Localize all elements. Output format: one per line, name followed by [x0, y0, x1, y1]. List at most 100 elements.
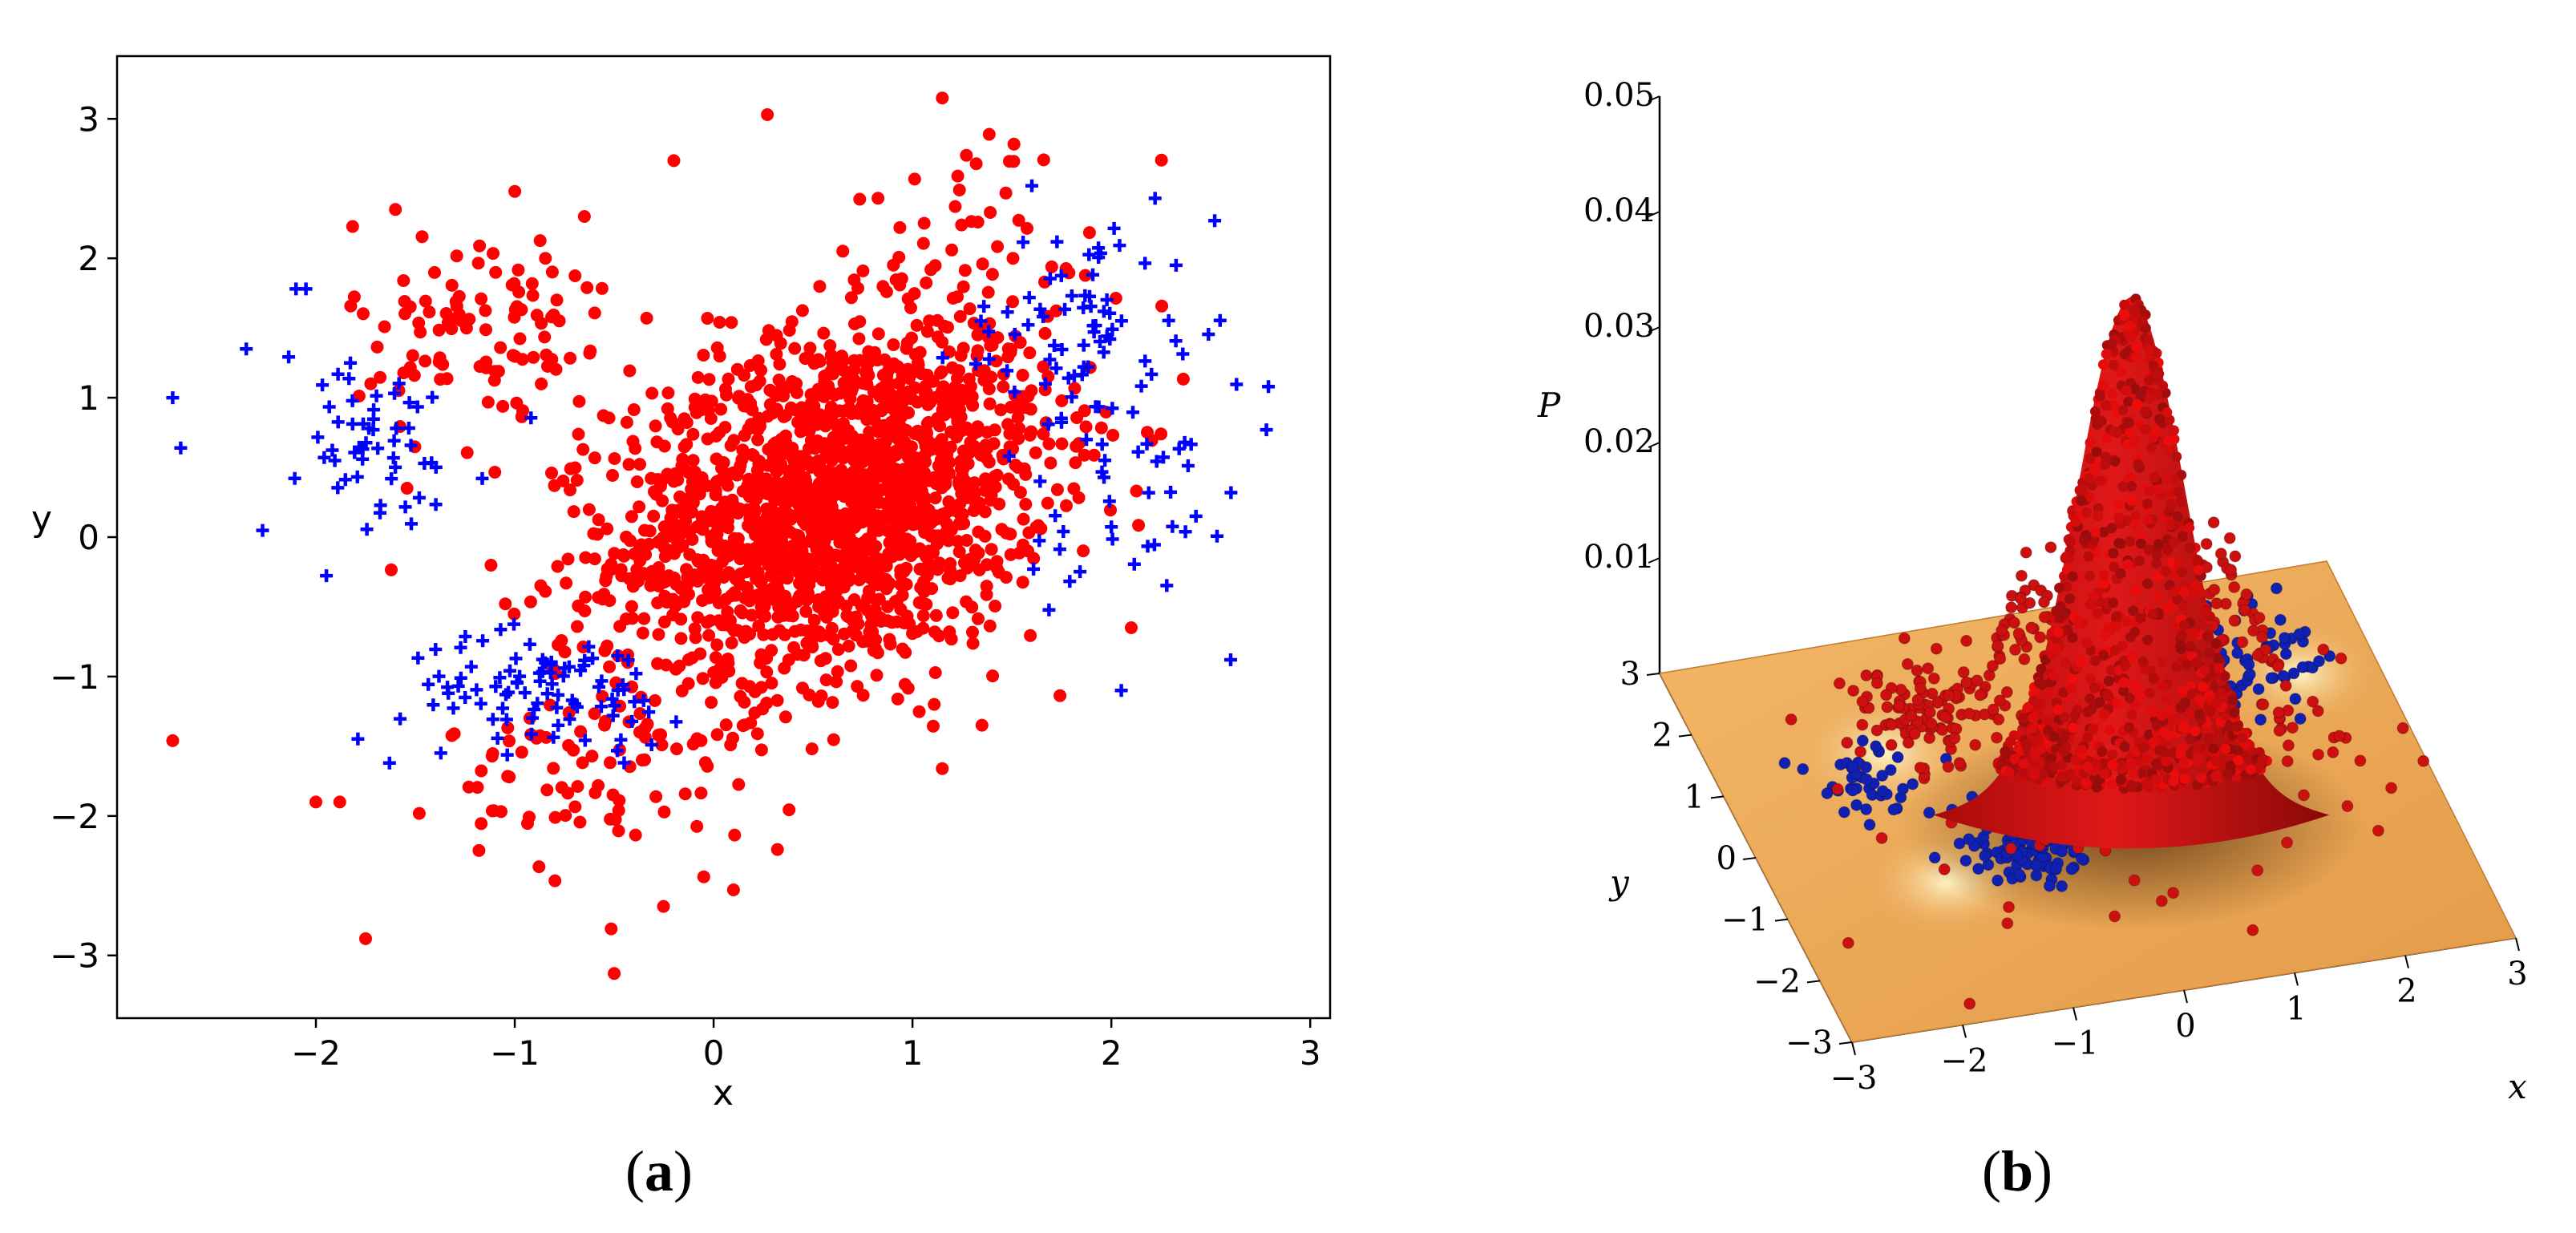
- peak-point: [2142, 514, 2153, 525]
- peak-point: [2172, 511, 2183, 522]
- red-point-3d: [1785, 713, 1798, 726]
- red-point: [1016, 369, 1029, 382]
- red-point: [526, 289, 540, 302]
- red-point: [817, 605, 831, 619]
- peak-point: [2105, 665, 2117, 676]
- red-point: [598, 644, 612, 657]
- red-point: [613, 620, 627, 633]
- red-point: [976, 257, 989, 271]
- red-point: [532, 860, 546, 874]
- peak-point: [2134, 556, 2145, 567]
- x-tick-label-3d: −3: [1830, 1060, 1878, 1097]
- red-point: [948, 394, 962, 407]
- red-point: [871, 327, 885, 341]
- blue-cross: [1089, 400, 1102, 414]
- red-point: [794, 425, 807, 439]
- blue-cross: [550, 701, 564, 714]
- peak-point: [2026, 725, 2037, 736]
- red-point: [1024, 629, 1037, 642]
- peak-point: [2071, 776, 2082, 787]
- peak-point: [2059, 609, 2070, 621]
- blue-cross: [1078, 289, 1092, 302]
- y-tick-label-3d: −1: [1721, 902, 1769, 939]
- red-point: [814, 454, 827, 467]
- peak-point: [2125, 426, 2135, 438]
- red-point: [691, 611, 705, 625]
- peak-point: [2182, 660, 2193, 670]
- red-point: [608, 452, 621, 465]
- peak-point: [2091, 447, 2102, 458]
- peak-point: [2189, 589, 2200, 600]
- red-point: [943, 625, 956, 639]
- red-point: [647, 509, 661, 523]
- red-point: [648, 693, 661, 707]
- red-point: [774, 458, 788, 471]
- red-point: [807, 613, 821, 627]
- blue-cross: [1176, 347, 1190, 361]
- red-point: [964, 215, 978, 228]
- red-point: [900, 369, 914, 382]
- peak-point: [2140, 406, 2150, 417]
- peak-point: [2214, 663, 2225, 674]
- red-point: [983, 397, 997, 410]
- red-point: [473, 360, 487, 374]
- red-point: [917, 585, 931, 599]
- peak-point: [2076, 657, 2087, 668]
- red-point: [986, 669, 1000, 683]
- red-point-3d: [1854, 746, 1866, 758]
- blue-cross: [1127, 557, 1141, 571]
- red-point: [901, 385, 915, 398]
- x-tick-label-3d: 0: [2175, 1008, 2195, 1045]
- peak-point: [2185, 641, 2196, 652]
- red-point: [645, 576, 658, 589]
- peak-point: [2059, 711, 2070, 722]
- red-point: [1132, 519, 1146, 532]
- peak-point: [2202, 733, 2214, 744]
- red-point: [656, 494, 669, 507]
- red-point: [471, 257, 485, 270]
- red-point: [887, 338, 900, 351]
- peak-point: [2125, 779, 2137, 790]
- red-point: [945, 243, 959, 257]
- red-point: [627, 403, 641, 416]
- red-point: [952, 184, 966, 196]
- peak-point: [2125, 536, 2136, 547]
- peak-point: [2116, 774, 2127, 786]
- red-point: [778, 710, 792, 724]
- panel-label-b: (b): [1982, 1139, 2053, 1203]
- blue-point-3d: [2030, 859, 2043, 871]
- peak-point: [2068, 673, 2079, 684]
- peak-point: [2089, 406, 2101, 417]
- red-point: [654, 477, 668, 491]
- blue-cross: [362, 422, 376, 435]
- peak-point: [2123, 418, 2134, 429]
- red-point: [1050, 483, 1064, 496]
- peak-point: [2137, 656, 2149, 667]
- peak-point: [2109, 455, 2121, 467]
- blue-cross: [1162, 313, 1175, 327]
- red-point-3d: [1911, 693, 1924, 706]
- peak-point: [2130, 352, 2141, 363]
- red-point: [695, 510, 709, 524]
- red-point: [400, 482, 414, 495]
- red-point: [966, 637, 980, 650]
- red-point: [772, 374, 786, 386]
- red-point: [892, 432, 905, 446]
- blue-cross: [1001, 364, 1014, 378]
- red-point: [951, 535, 964, 548]
- red-point: [844, 291, 858, 305]
- blue-point-3d: [1884, 764, 1897, 776]
- panel-label-a: (a): [625, 1139, 693, 1203]
- peak-point: [2130, 681, 2141, 691]
- red-point: [831, 665, 844, 678]
- red-point-3d: [1960, 634, 1973, 647]
- peak-point: [2174, 557, 2185, 568]
- blue-cross: [969, 358, 982, 370]
- red-point: [1019, 498, 1033, 511]
- red-point: [1003, 155, 1016, 168]
- red-point: [1000, 571, 1013, 584]
- red-point: [920, 426, 933, 440]
- red-point: [776, 544, 790, 557]
- red-point: [613, 794, 626, 807]
- x-tick-label-3d: −1: [2052, 1025, 2099, 1062]
